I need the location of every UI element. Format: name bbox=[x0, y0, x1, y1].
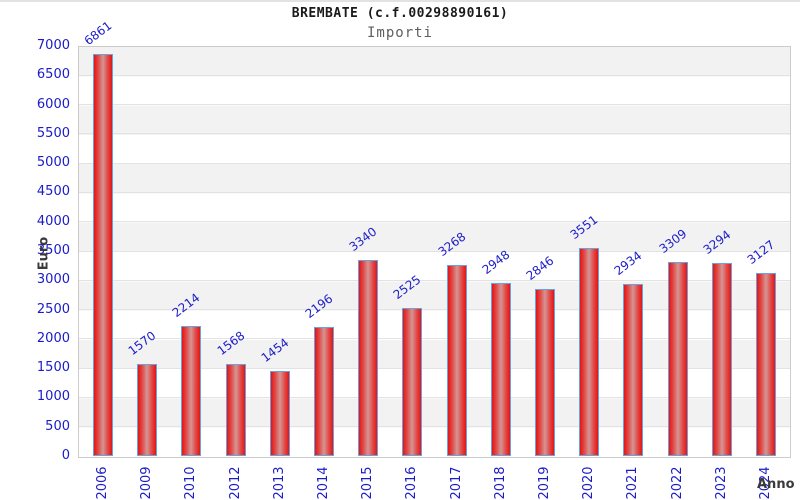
bar-2014 bbox=[314, 327, 334, 456]
y-tick-label: 5500 bbox=[36, 125, 70, 141]
x-tick-label: 2019 bbox=[537, 466, 552, 500]
x-tick-label: 2020 bbox=[581, 466, 597, 500]
bar-2021 bbox=[623, 284, 644, 456]
x-tick-label: 2021 bbox=[625, 466, 641, 500]
chart-title: BREMBATE (c.f.00298890161) bbox=[291, 6, 509, 21]
gridline-5500 bbox=[79, 133, 790, 135]
y-tick-label: 7000 bbox=[36, 38, 70, 53]
x-tick-label: 2009 bbox=[139, 466, 155, 500]
y-tick-label: 3500 bbox=[36, 243, 70, 258]
bar-value-label: 6861 bbox=[81, 18, 115, 48]
x-tick-label: 2012 bbox=[227, 466, 243, 500]
bar-2012 bbox=[225, 364, 246, 456]
bar-2013 bbox=[269, 371, 290, 456]
gridline-6000 bbox=[79, 104, 790, 106]
y-axis-title: Euro bbox=[36, 236, 52, 271]
bar-2015 bbox=[358, 260, 379, 456]
x-tick-label: 2016 bbox=[404, 466, 420, 500]
x-tick-label: 2010 bbox=[183, 466, 199, 500]
bar-2019 bbox=[535, 289, 555, 456]
bar-2016 bbox=[402, 308, 423, 456]
gridline-4500 bbox=[79, 191, 790, 193]
x-axis-title: Anno bbox=[757, 477, 795, 492]
bar-2009 bbox=[137, 364, 158, 456]
x-tick-label: 2023 bbox=[713, 466, 729, 500]
y-tick-label: 4000 bbox=[36, 213, 70, 229]
y-tick-label: 4500 bbox=[36, 184, 70, 200]
y-tick-label: 2000 bbox=[36, 330, 70, 346]
y-tick-label: 500 bbox=[45, 418, 70, 434]
top-border-strip bbox=[0, 0, 800, 2]
gridline-3500 bbox=[79, 250, 790, 252]
x-tick-label: 2022 bbox=[669, 466, 685, 500]
bar-2017 bbox=[446, 265, 467, 456]
gridline-3000 bbox=[79, 279, 790, 281]
gridline-2500 bbox=[79, 309, 790, 311]
bar-2020 bbox=[579, 248, 600, 456]
y-tick-label: 0 bbox=[61, 448, 70, 463]
bar-2010 bbox=[181, 326, 202, 456]
gridline-6500 bbox=[79, 74, 790, 76]
bar-2006 bbox=[93, 54, 113, 456]
x-tick-label: 2014 bbox=[316, 466, 331, 500]
y-tick-label: 1000 bbox=[36, 389, 70, 405]
x-tick-label: 2015 bbox=[360, 466, 376, 500]
x-tick-label: 2013 bbox=[271, 466, 287, 500]
y-tick-label: 2500 bbox=[36, 301, 70, 317]
x-tick-label: 2018 bbox=[492, 466, 508, 500]
y-tick-label: 3000 bbox=[36, 272, 70, 288]
gridline-5000 bbox=[79, 162, 790, 164]
y-tick-label: 1500 bbox=[36, 360, 70, 376]
x-tick-label: 2017 bbox=[448, 466, 464, 500]
gridline-1500 bbox=[79, 367, 790, 369]
gridline-4000 bbox=[79, 221, 790, 223]
bar-2024 bbox=[756, 273, 776, 456]
y-tick-label: 6500 bbox=[36, 67, 70, 83]
chart-subtitle: Importi bbox=[366, 25, 433, 41]
gridline-1000 bbox=[79, 396, 790, 398]
y-tick-label: 5000 bbox=[36, 155, 70, 171]
bar-2018 bbox=[490, 283, 511, 456]
y-tick-label: 6000 bbox=[36, 96, 70, 112]
bar-2022 bbox=[667, 262, 688, 456]
x-tick-label: 2006 bbox=[95, 466, 110, 500]
gridline-2000 bbox=[79, 338, 790, 340]
gridline-500 bbox=[79, 426, 790, 428]
bar-2023 bbox=[711, 263, 732, 456]
